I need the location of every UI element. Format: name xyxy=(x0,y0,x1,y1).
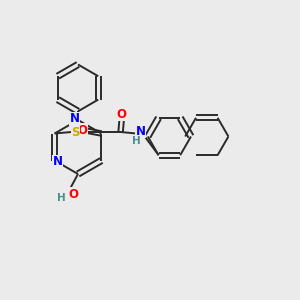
Text: S: S xyxy=(71,125,80,139)
Text: N: N xyxy=(136,124,146,138)
Text: O: O xyxy=(78,124,88,137)
Text: H: H xyxy=(57,193,66,203)
Text: N: N xyxy=(69,112,80,125)
Text: H: H xyxy=(132,136,141,146)
Text: O: O xyxy=(68,188,78,201)
Text: O: O xyxy=(117,107,127,121)
Text: N: N xyxy=(52,155,63,168)
